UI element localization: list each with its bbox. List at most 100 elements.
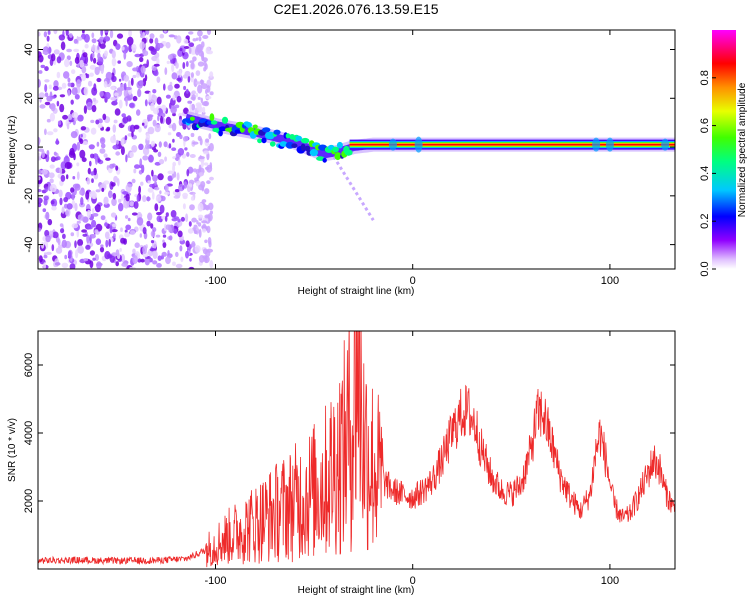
spectrogram-noise-blob	[50, 200, 55, 205]
spectrogram-noise-blob	[41, 150, 45, 158]
spectrogram-noise-blob	[90, 127, 97, 135]
spectrogram-noise-blob	[56, 100, 60, 107]
spectrogram-noise-blob	[167, 175, 173, 182]
spectrogram-noise-blob	[38, 188, 42, 193]
spectrogram-noise-blob	[117, 178, 120, 187]
spectrogram-noise-blob	[156, 263, 162, 268]
spectrogram-noise-blob	[81, 157, 87, 163]
spectrogram-noise-blob	[130, 77, 134, 86]
spectrogram-noise-blob	[160, 115, 163, 124]
spectrogram-noise-blob	[38, 202, 42, 208]
spectrogram-noise-blob	[207, 30, 211, 35]
spectrogram-noise-blob	[139, 56, 144, 63]
spectrogram-noise-blob	[38, 169, 43, 175]
spectrogram-noise-blob	[184, 147, 188, 151]
spectrogram-signal-blob	[300, 143, 306, 151]
spectrogram-noise-blob	[188, 221, 192, 227]
spectrogram-branch	[332, 156, 375, 221]
spectrogram-noise-blob	[206, 164, 213, 173]
spectrogram-noise-blob	[82, 233, 88, 237]
spectrogram-noise-blob	[202, 228, 207, 233]
spectrogram-noise-blob	[89, 234, 96, 239]
spectrogram-noise-blob	[164, 67, 168, 75]
spectrogram-noise-blob	[80, 197, 84, 206]
spectrogram-noise-blob	[89, 191, 94, 198]
spectrogram-noise-blob	[47, 30, 51, 35]
snr-x-ticks: -100 0 100	[204, 331, 619, 587]
spectrogram-noise-blob	[209, 91, 214, 96]
spectrogram-noise-blob	[81, 65, 87, 74]
spectrogram-noise-blob	[120, 227, 123, 232]
snr-x-tick-label: 100	[601, 575, 619, 587]
spectrogram-noise-blob	[58, 34, 66, 41]
spectrogram-noise-blob	[45, 235, 51, 243]
spectrogram-noise-blob	[84, 43, 89, 49]
snr-y-label: SNR (10 * v/v)	[7, 418, 18, 482]
spectrogram-noise-blob	[171, 147, 177, 151]
spectrogram-noise-blob	[71, 111, 79, 119]
spectrogram-noise-blob	[141, 30, 146, 33]
spectrogram-noise-blob	[51, 244, 55, 252]
spectrogram-noise-blob	[198, 228, 202, 238]
spectrogram-noise-blob	[54, 262, 61, 266]
spectrogram-noise-blob	[76, 79, 82, 88]
spectrogram-noise-blob	[43, 262, 46, 269]
spectrogram-noise-blob	[66, 203, 73, 210]
spectrogram-noise-blob	[153, 107, 159, 115]
spectrogram-noise-blob	[132, 74, 137, 79]
spectrogram-noise-blob	[99, 91, 104, 97]
spectrogram-noise-blob	[112, 192, 117, 200]
spectrogram-noise-blob	[203, 162, 209, 166]
spectrogram-noise-blob	[105, 157, 111, 161]
spectrogram-noise-blob	[87, 80, 93, 87]
spectrogram-noise-blob	[70, 99, 74, 105]
spectrogram-noise-blob	[45, 211, 50, 221]
spectrogram-noise-blob	[195, 92, 199, 98]
spectrogram-noise-blob	[113, 233, 116, 239]
spectrogram-noise-blob	[89, 72, 94, 77]
spectrogram-noise-blob	[195, 37, 199, 41]
spectrogram-noise-blob	[64, 254, 68, 260]
spectrogram-noise-blob	[92, 192, 97, 200]
spectrogram-noise-blob	[113, 119, 118, 124]
spectrogram-noise-blob	[88, 144, 95, 150]
spectrogram-noise-blob	[142, 31, 145, 39]
spectrogram-noise-blob	[133, 125, 140, 130]
spectrogram-noise-blob	[117, 60, 121, 64]
spectrogram-signal-blob	[218, 129, 223, 137]
spectrogram-noise-blob	[67, 82, 72, 87]
spectrogram-noise-blob	[159, 190, 162, 195]
spectrogram-noise-blob	[162, 239, 165, 243]
spectrogram-noise-blob	[180, 216, 185, 222]
spectrogram-noise-blob	[120, 237, 126, 244]
spectrogram-noise-blob	[142, 245, 148, 255]
spectrogram-signal-blob	[221, 116, 229, 124]
spectrogram-noise-blob	[103, 80, 108, 88]
spectrogram-noise-blob	[164, 191, 170, 195]
spectrogram-y-tick-label: -40	[23, 237, 35, 253]
spectrogram-noise-blob	[123, 74, 130, 82]
spectrogram-noise-blob	[67, 250, 72, 259]
spectrogram-noise-blob	[53, 30, 58, 35]
spectrogram-noise-blob	[164, 156, 168, 162]
spectrogram-y-label: Frequency (Hz)	[7, 116, 18, 185]
spectrogram-noise-blob	[40, 64, 46, 69]
spectrogram-noise-blob	[56, 56, 62, 64]
spectrogram-noise-blob	[131, 178, 136, 184]
spectrogram-noise-blob	[132, 255, 138, 264]
spectrogram-noise-blob	[179, 69, 182, 78]
spectrogram-noise-blob	[126, 115, 132, 122]
spectrogram-noise-blob	[121, 262, 128, 267]
spectrogram-noise-blob	[110, 182, 116, 187]
spectrogram-noise-blob	[51, 205, 57, 211]
spectrogram-noise-blob	[70, 131, 78, 139]
spectrogram-noise-blob	[197, 84, 203, 94]
spectrogram-noise-blob	[159, 204, 165, 214]
spectrogram-noise-blob	[125, 215, 129, 219]
spectrogram-signal-blob	[209, 113, 215, 122]
spectrogram-noise-blob	[159, 33, 165, 39]
spectrogram-noise-blob	[77, 245, 84, 254]
spectrogram-noise-blob	[63, 58, 70, 68]
spectrogram-noise-blob	[99, 43, 106, 49]
spectrogram-noise-blob	[185, 88, 189, 94]
